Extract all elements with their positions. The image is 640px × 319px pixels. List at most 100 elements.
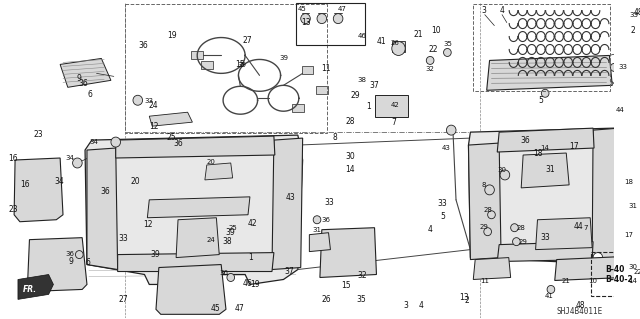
Text: 1: 1 bbox=[248, 254, 253, 263]
Circle shape bbox=[596, 261, 609, 274]
Circle shape bbox=[301, 14, 310, 24]
Text: 21: 21 bbox=[562, 278, 571, 285]
Text: 30: 30 bbox=[346, 152, 355, 161]
Text: 38: 38 bbox=[357, 77, 366, 83]
Polygon shape bbox=[301, 66, 313, 74]
Text: 47: 47 bbox=[338, 6, 347, 12]
Text: 13: 13 bbox=[301, 19, 311, 27]
Text: 14: 14 bbox=[628, 278, 637, 285]
Text: 34: 34 bbox=[54, 177, 64, 186]
Bar bbox=[296, 3, 365, 45]
Text: 18: 18 bbox=[624, 179, 633, 185]
Text: 19: 19 bbox=[250, 280, 260, 289]
Polygon shape bbox=[272, 138, 303, 270]
Polygon shape bbox=[292, 104, 303, 112]
Circle shape bbox=[317, 14, 326, 24]
Text: 12: 12 bbox=[149, 122, 159, 131]
Text: 23: 23 bbox=[8, 205, 18, 214]
Text: B-40: B-40 bbox=[605, 265, 625, 274]
Circle shape bbox=[593, 253, 603, 263]
Text: 45: 45 bbox=[211, 304, 220, 313]
Text: 16: 16 bbox=[20, 181, 30, 189]
Text: 3: 3 bbox=[482, 6, 487, 15]
Text: 33: 33 bbox=[630, 11, 639, 18]
Text: 15: 15 bbox=[235, 60, 244, 69]
Text: 39: 39 bbox=[279, 56, 288, 62]
Circle shape bbox=[447, 125, 456, 135]
Text: 45: 45 bbox=[298, 6, 307, 12]
Circle shape bbox=[193, 233, 201, 241]
Text: 28: 28 bbox=[484, 207, 493, 213]
Text: 39: 39 bbox=[150, 250, 160, 259]
Text: 7: 7 bbox=[391, 118, 396, 128]
Polygon shape bbox=[28, 238, 87, 292]
Text: 11: 11 bbox=[321, 64, 331, 73]
Text: SHJ4B4011E: SHJ4B4011E bbox=[557, 307, 603, 316]
Text: 27: 27 bbox=[243, 36, 252, 45]
Text: 33: 33 bbox=[324, 198, 334, 207]
Circle shape bbox=[511, 224, 518, 232]
Circle shape bbox=[571, 261, 584, 274]
Text: 33: 33 bbox=[145, 98, 154, 104]
Text: 31: 31 bbox=[545, 165, 555, 174]
Polygon shape bbox=[60, 58, 111, 87]
Text: 12: 12 bbox=[143, 220, 153, 229]
Text: 24: 24 bbox=[148, 101, 157, 110]
Text: 44: 44 bbox=[573, 222, 584, 231]
Polygon shape bbox=[592, 128, 619, 263]
Circle shape bbox=[333, 14, 343, 24]
Text: 3: 3 bbox=[403, 301, 408, 310]
Text: 24: 24 bbox=[207, 237, 216, 243]
Text: 18: 18 bbox=[532, 149, 542, 158]
Text: 34: 34 bbox=[90, 139, 99, 145]
Text: 10: 10 bbox=[431, 26, 441, 35]
Circle shape bbox=[227, 273, 235, 281]
Text: 5: 5 bbox=[440, 212, 445, 221]
Polygon shape bbox=[316, 86, 328, 94]
Polygon shape bbox=[118, 253, 274, 271]
Text: 15: 15 bbox=[341, 281, 351, 290]
Text: 31: 31 bbox=[312, 227, 321, 233]
Polygon shape bbox=[392, 41, 405, 52]
Polygon shape bbox=[320, 228, 376, 278]
Polygon shape bbox=[628, 236, 640, 254]
Circle shape bbox=[426, 56, 434, 64]
Text: 43: 43 bbox=[285, 193, 295, 202]
Text: 6: 6 bbox=[85, 258, 90, 267]
Text: 37: 37 bbox=[284, 267, 294, 276]
Bar bbox=[473, 4, 611, 91]
Polygon shape bbox=[201, 62, 212, 70]
Text: 2: 2 bbox=[465, 296, 469, 305]
Text: 44: 44 bbox=[616, 107, 625, 113]
Text: 5: 5 bbox=[538, 96, 543, 105]
Text: 41: 41 bbox=[376, 37, 386, 46]
Text: 39: 39 bbox=[237, 63, 247, 68]
Text: 22: 22 bbox=[634, 269, 640, 275]
Circle shape bbox=[444, 48, 451, 56]
Text: 28: 28 bbox=[346, 117, 355, 126]
Polygon shape bbox=[14, 158, 63, 222]
Text: 36: 36 bbox=[173, 139, 184, 148]
Polygon shape bbox=[87, 148, 118, 270]
Text: 4: 4 bbox=[419, 301, 424, 310]
Circle shape bbox=[547, 286, 555, 293]
Text: 10: 10 bbox=[589, 278, 598, 285]
Circle shape bbox=[484, 185, 494, 195]
Text: 34: 34 bbox=[66, 155, 75, 161]
Text: 36: 36 bbox=[138, 41, 148, 50]
Polygon shape bbox=[486, 56, 612, 90]
Text: 14: 14 bbox=[346, 165, 355, 174]
Polygon shape bbox=[497, 128, 594, 152]
Text: 1: 1 bbox=[366, 102, 371, 111]
Text: 26: 26 bbox=[321, 295, 331, 304]
Text: 16: 16 bbox=[8, 153, 18, 162]
Polygon shape bbox=[156, 264, 226, 314]
Polygon shape bbox=[205, 163, 233, 180]
Polygon shape bbox=[468, 128, 619, 264]
Text: 36: 36 bbox=[66, 251, 75, 256]
Polygon shape bbox=[176, 218, 220, 257]
Circle shape bbox=[557, 225, 572, 241]
Circle shape bbox=[541, 89, 549, 97]
Text: 48: 48 bbox=[634, 8, 640, 17]
Polygon shape bbox=[473, 257, 511, 279]
